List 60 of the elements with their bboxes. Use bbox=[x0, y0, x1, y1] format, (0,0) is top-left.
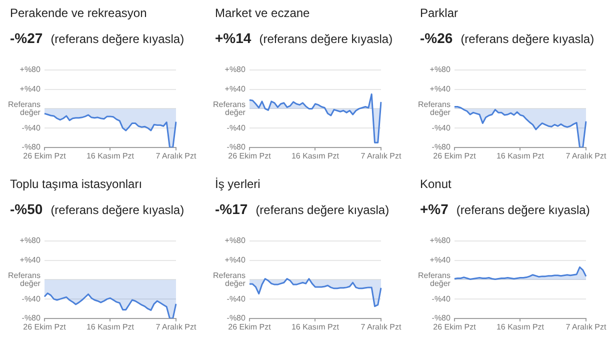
y-tick-label: -%40 bbox=[226, 123, 246, 132]
x-tick-label: 16 Kasım Pzt bbox=[86, 151, 135, 160]
y-tick-label: -%80 bbox=[432, 314, 451, 323]
x-tick-label: 7 Aralık Pzt bbox=[156, 151, 198, 160]
x-tick-label: 7 Aralık Pzt bbox=[566, 322, 608, 332]
y-tick-label: -%80 bbox=[226, 142, 246, 152]
x-tick-label: 7 Aralık Pzt bbox=[156, 322, 198, 332]
x-tick-label: 16 Kasım Pzt bbox=[291, 151, 340, 160]
x-tick-label: 7 Aralık Pzt bbox=[360, 322, 402, 332]
x-tick-label: 7 Aralık Pzt bbox=[360, 151, 402, 160]
y-tick-label: -%40 bbox=[432, 123, 451, 132]
y-tick-label: -%80 bbox=[226, 314, 246, 323]
chart-subtitle: -%26 (referans değere kıyasla) bbox=[420, 30, 594, 46]
y-tick-label: -%80 bbox=[22, 314, 41, 323]
chart-title: İş yerleri bbox=[215, 177, 260, 191]
y-tick-label: +%80 bbox=[430, 65, 452, 74]
chart-subtitle: -%27 (referans değere kıyasla) bbox=[10, 30, 184, 46]
y-tick-label: -%40 bbox=[22, 294, 41, 304]
x-tick-label: 26 Ekim Pzt bbox=[433, 322, 477, 332]
y-tick-label: Referans değer bbox=[212, 270, 246, 288]
y-tick-label: Referans değer bbox=[8, 100, 41, 117]
y-tick-label: +%40 bbox=[430, 256, 452, 265]
y-tick-label: +%80 bbox=[20, 236, 42, 246]
y-tick-label: +%40 bbox=[20, 84, 42, 94]
x-tick-label: 26 Ekim Pzt bbox=[23, 151, 67, 160]
y-tick-label: +%80 bbox=[224, 65, 246, 74]
y-tick-label: +%80 bbox=[224, 236, 246, 246]
y-tick-label: -%80 bbox=[432, 142, 451, 152]
y-tick-label: Referans değer bbox=[8, 270, 41, 288]
chart-subtitle: +%14 (referans değere kıyasla) bbox=[215, 30, 393, 46]
y-tick-label: Referans değer bbox=[418, 100, 451, 117]
y-tick-label: Referans değer bbox=[212, 100, 246, 117]
chart-title: Perakende ve rekreasyon bbox=[10, 6, 147, 20]
chart-subtitle: -%50 (referans değere kıyasla) bbox=[10, 201, 184, 217]
chart-title: Parklar bbox=[420, 6, 458, 20]
y-tick-label: +%80 bbox=[20, 65, 42, 74]
chart-title: Toplu taşıma istasyonları bbox=[10, 177, 142, 191]
chart-title: Konut bbox=[420, 177, 452, 191]
y-tick-label: Referans değer bbox=[418, 270, 451, 288]
chart-subtitle: +%7 (referans değere kıyasla) bbox=[420, 201, 590, 217]
x-tick-label: 26 Ekim Pzt bbox=[433, 151, 477, 160]
x-tick-label: 16 Kasım Pzt bbox=[291, 322, 340, 332]
y-tick-label: -%80 bbox=[22, 142, 41, 152]
x-tick-label: 26 Ekim Pzt bbox=[228, 151, 272, 160]
y-tick-label: +%40 bbox=[20, 256, 42, 265]
y-tick-label: +%40 bbox=[224, 84, 246, 94]
y-tick-label: -%40 bbox=[226, 294, 246, 304]
x-tick-label: 16 Kasım Pzt bbox=[86, 322, 135, 332]
x-tick-label: 16 Kasım Pzt bbox=[496, 151, 545, 160]
y-tick-label: -%40 bbox=[22, 123, 41, 132]
x-tick-label: 16 Kasım Pzt bbox=[496, 322, 545, 332]
x-tick-label: 7 Aralık Pzt bbox=[566, 151, 608, 160]
chart-title: Market ve eczane bbox=[215, 6, 310, 20]
y-tick-label: +%40 bbox=[224, 256, 246, 265]
chart-subtitle: -%17 (referans değere kıyasla) bbox=[215, 201, 390, 217]
y-tick-label: +%40 bbox=[430, 84, 452, 94]
y-tick-label: +%80 bbox=[430, 236, 452, 246]
x-tick-label: 26 Ekim Pzt bbox=[23, 322, 67, 332]
y-tick-label: -%40 bbox=[432, 294, 451, 304]
x-tick-label: 26 Ekim Pzt bbox=[228, 322, 272, 332]
